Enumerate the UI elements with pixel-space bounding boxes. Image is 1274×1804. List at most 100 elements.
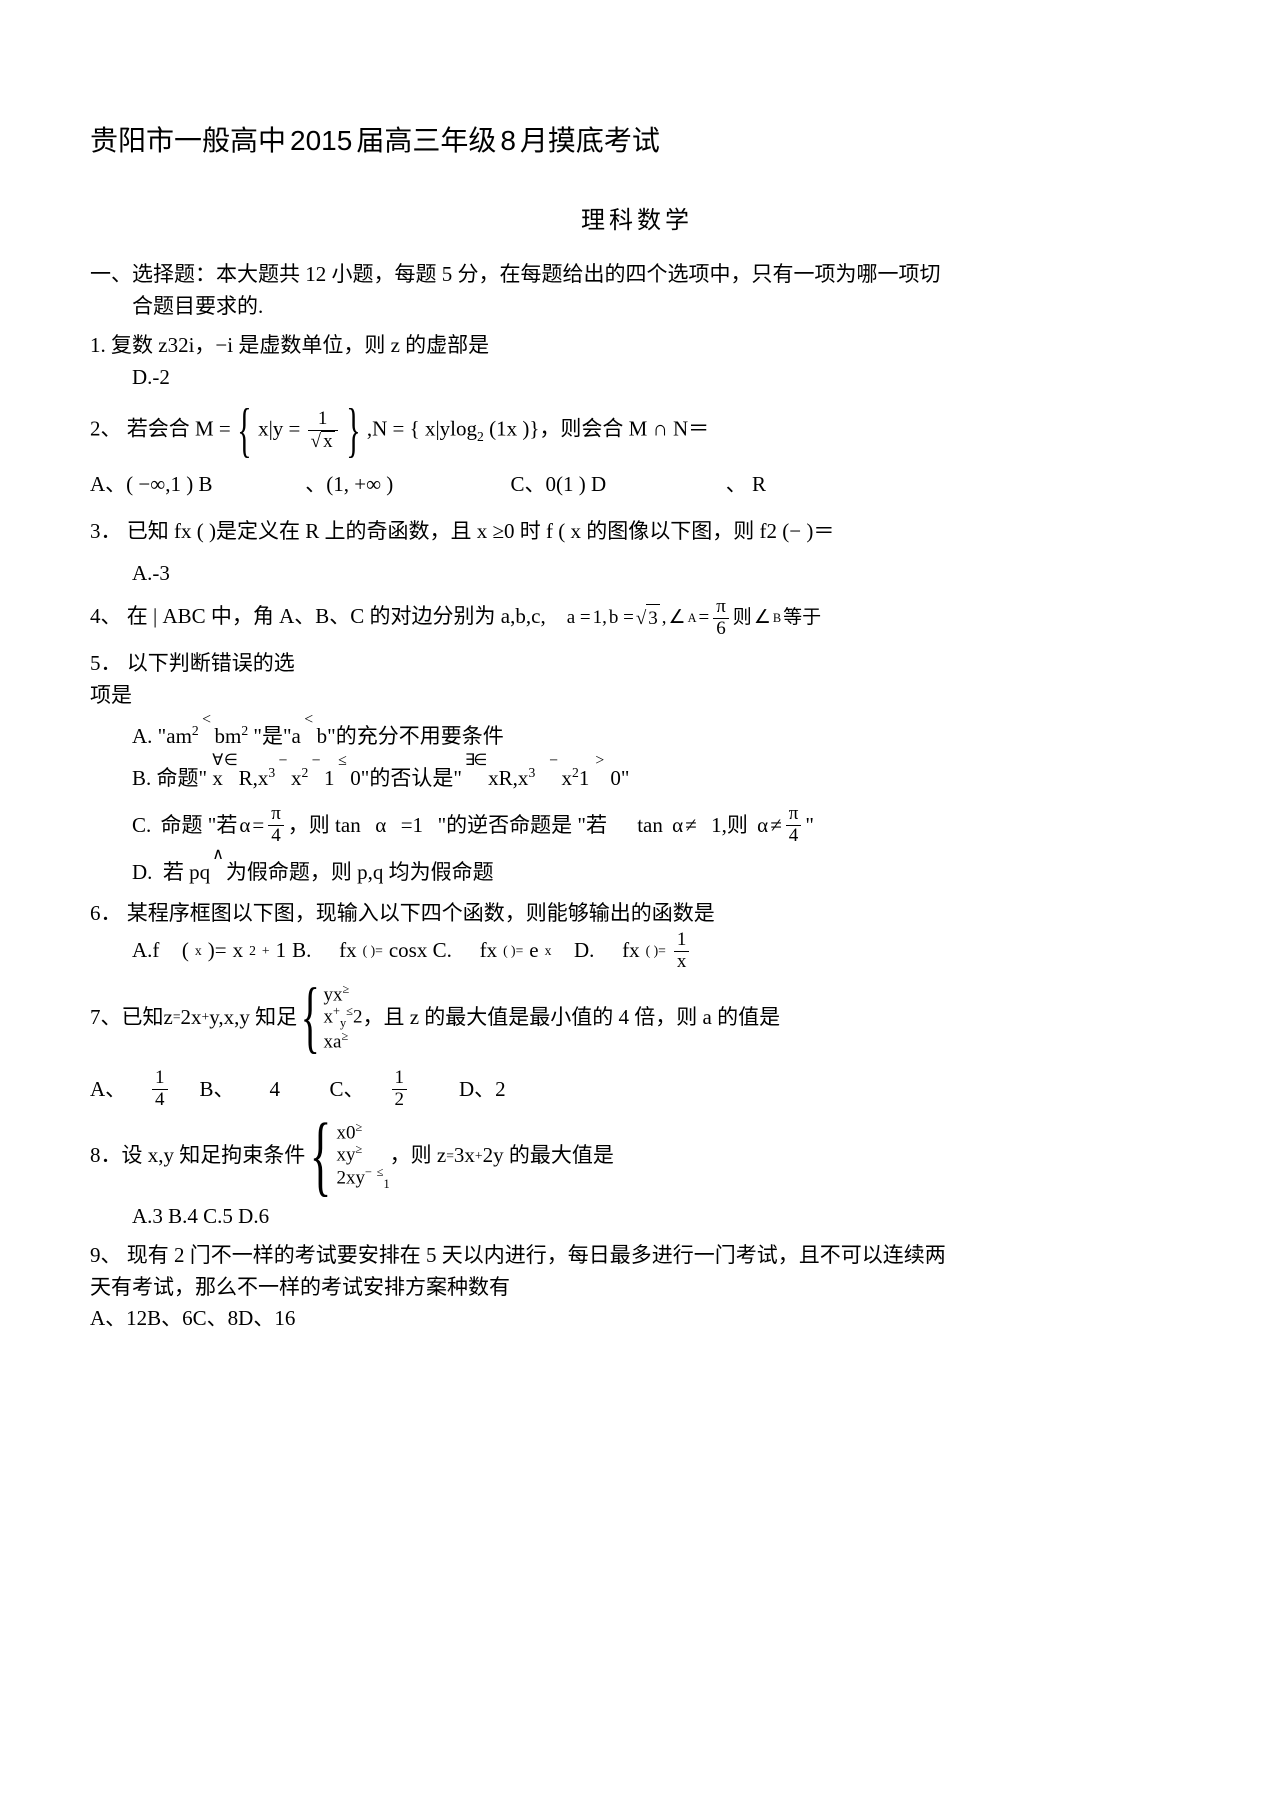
question-1: 1. 复数 z32i，−i 是虚数单位，则 z 的虚部是 D.-2 [90, 330, 1184, 393]
q5A-pre: "am [158, 724, 192, 748]
q4-tail: 则 [733, 604, 752, 633]
q6-text: 某程序框图以下图，现输入以下四个函数，则能够输出的函数是 [127, 901, 715, 925]
q5-optC: C. 命题 "若 α = π 4 ，则 tan α =1 "的逆否命题是 "若 … [90, 804, 1184, 847]
q7-y: y,x,y 知足 [209, 1002, 297, 1034]
q4-tail2: 等于 [783, 604, 821, 633]
q5B-zero: 0"的否认是" [350, 766, 467, 790]
q6-B: B. [292, 935, 311, 967]
question-9: 9、 现有 2 门不一样的考试要安排在 5 天以内进行，每日最多进行一门考试，且… [90, 1240, 1184, 1272]
q9-l2: 天有考试，那么不一样的考试安排方案种数有 [90, 1272, 1184, 1304]
q2-num: 2、 [90, 417, 122, 441]
question-7: 7、 已知 z = 2x + y,x,y 知足 { yx≥ x+y≤2 xa≥ … [90, 983, 1184, 1053]
lt-icon: < [204, 721, 209, 753]
q5-optA: A. "am2 < bm2 "是"a < b"的充分不用要条件 [90, 721, 1184, 753]
left-brace-icon: { [237, 417, 251, 444]
q2-log-sub: 2 [477, 429, 484, 444]
q9-num: 9、 [90, 1243, 122, 1267]
q5-optB: B. 命题" ∀x ∈ R,x3 − x2 − 1 ≤ 0"的否认是" ∃ ∈ … [90, 763, 1184, 795]
q4-angle: ∠ [669, 604, 686, 633]
q5D-text: 若 pq [163, 860, 210, 884]
q2-frac-den: √x [308, 431, 338, 453]
q7-optD: D、2 [459, 1074, 506, 1106]
q7-optB-val: 4 [270, 1074, 330, 1106]
q2-frac: 1 √x [308, 409, 338, 453]
title-year: 2015 [290, 120, 352, 162]
q3-text: 已知 fx ( )是定义在 R 上的奇函数，且 x ≥0 时 f ( x 的图像… [127, 519, 835, 543]
q7-optC-label: C、 [330, 1074, 390, 1106]
q6-A: A.f [132, 935, 159, 967]
q4-angle-sub: A [688, 609, 697, 628]
q5C-t1: 命题 "若 [161, 810, 238, 842]
q5-optD: D. 若 pq ∧ 为假命题，则 p,q 均为假命题 [90, 857, 1184, 889]
q5-num: 5． [90, 651, 122, 675]
q5B-t1: 命题" [157, 766, 213, 790]
q5-line2: 项是 [90, 680, 1184, 712]
q1-num: 1. [90, 333, 106, 357]
q5D-text2: 为假命题，则 p,q 均为假命题 [226, 860, 494, 884]
q4-num: 4、 [90, 604, 122, 628]
q2-afterset: ,N = { x|ylog [367, 417, 477, 441]
q5A-post: b"的充分不用要条件 [317, 724, 504, 748]
q5A-mid2: "是"a [253, 724, 306, 748]
section-intro-line2: 合题目要求的. [90, 291, 1184, 323]
q2-optA: A、( −∞,1 ) B [90, 469, 300, 501]
q8-system: { x0≥ xy≥ 2xy− ≤1 [305, 1121, 389, 1191]
q5B-label: B. [132, 766, 151, 790]
title-prefix: 贵阳市一般高中 [90, 121, 286, 163]
q7-optA-label: A、 [90, 1074, 150, 1106]
q2-pre: 若会合 M = [127, 417, 236, 441]
question-2: 2、 若会合 M = { x|y = 1 √x } ,N = { x|ylog2… [90, 409, 1184, 453]
left-brace-icon: { [301, 999, 320, 1035]
q7-pre: 已知 [122, 1002, 164, 1034]
title-mid: 届高三年级 [356, 121, 496, 163]
q6-C: fx [480, 935, 498, 967]
q5A-mid: bm [214, 724, 241, 748]
q7-options: A、 14 B、 4 C、 12 D、2 [90, 1068, 1184, 1111]
q4-comma: , [662, 604, 667, 633]
q5C-frac1: π 4 [268, 804, 284, 847]
q2-optD: 、 R [726, 469, 766, 501]
q5A-label: A. [132, 724, 152, 748]
question-5: 5． 以下判断错误的选 [90, 648, 1184, 680]
q4-b-eq: b = [609, 604, 634, 633]
q4-a-eq: a = [567, 604, 591, 633]
q7-optA-frac: 14 [152, 1068, 168, 1111]
q2-afterlog: (1x )}，则会合 M ∩ N＝ [489, 417, 709, 441]
q3-answer: A.-3 [90, 558, 1184, 590]
q2-optC: C、0(1 ) D [511, 469, 721, 501]
page-title: 贵阳市一般高中 2015 届高三年级 8 月摸底考试 [90, 120, 1184, 163]
q1-text: 复数 z32i，−i 是虚数单位，则 z 的虚部是 [111, 333, 489, 357]
q6-options: A.f (x)= x2 + 1 B. fx( )= cosx C. fx( )=… [90, 930, 1184, 973]
q7-optC-frac: 12 [392, 1068, 408, 1111]
q8-pre: 设 x,y 知足拘束条件 [122, 1140, 306, 1172]
q1-answer: D.-2 [90, 362, 1184, 394]
in-icon: ∈ [228, 763, 233, 795]
section-intro: 一、选择题：本大题共 12 小题，每题 5 分，在每题给出的四个选项中，只有一项… [90, 259, 1184, 322]
q2-optB: 、(1, +∞ ) [305, 469, 505, 501]
lt-icon: < [306, 721, 311, 753]
q7-num: 7、 [90, 1002, 122, 1034]
question-4: 4、 在 | ABC 中，角 A、B、C 的对边分别为 a,b,c, a = 1… [90, 597, 1184, 640]
q8-num: 8． [90, 1140, 122, 1172]
exists-icon: ∃ [467, 763, 472, 795]
q5D-label: D. [132, 860, 152, 884]
q6-D: D. [574, 935, 594, 967]
q5B-R: R,x [239, 766, 269, 790]
q4-b-val: √3 [636, 604, 660, 634]
q5-line1: 以下判断错误的选 [127, 651, 295, 675]
q6-D-frac: 1 x [674, 930, 690, 973]
q2-options: A、( −∞,1 ) B 、(1, +∞ ) C、0(1 ) D 、 R [90, 469, 1184, 501]
right-brace-icon: } [346, 417, 360, 444]
q8-twoy: 2y 的最大值是 [483, 1140, 614, 1172]
q8-mid: ，则 z [390, 1140, 447, 1172]
q4-angle2: ∠ [754, 604, 771, 633]
q3-num: 3． [90, 519, 122, 543]
q4-a-val: 1, [593, 604, 607, 633]
q4-eq: = [698, 604, 709, 633]
q9-options: A、12B、6C、8D、16 [90, 1303, 1184, 1335]
subject-heading: 理科数学 [90, 203, 1184, 239]
q2-frac-num: 1 [308, 409, 338, 431]
question-3: 3． 已知 fx ( )是定义在 R 上的奇函数，且 x ≥0 时 f ( x … [90, 516, 1184, 589]
section-intro-line1: 一、选择题：本大题共 12 小题，每题 5 分，在每题给出的四个选项中，只有一项… [90, 259, 1184, 291]
forall-icon: ∀x [212, 763, 223, 795]
